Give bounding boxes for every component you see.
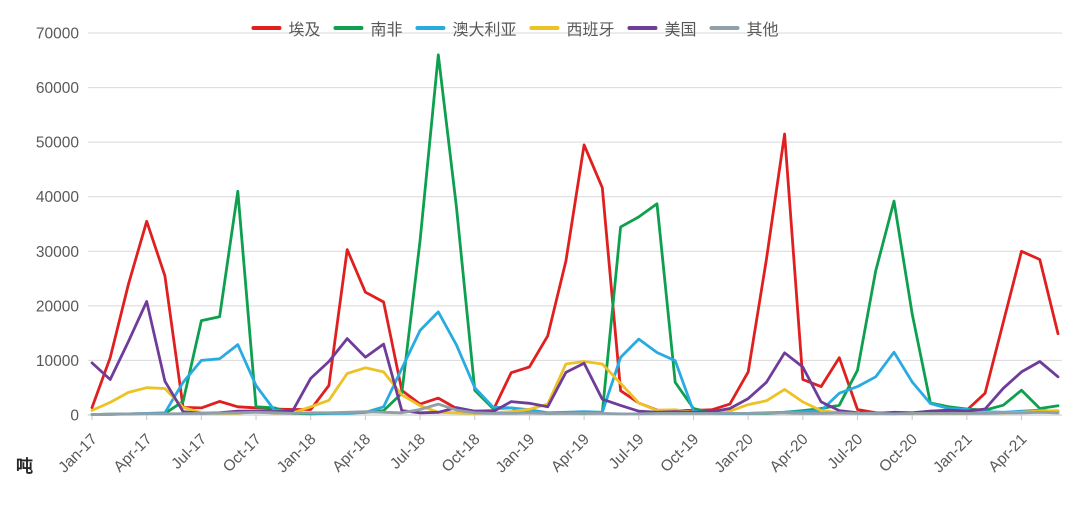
x-axis-tick-label: Jul-17 [168, 431, 210, 473]
legend-label-south-africa: 南非 [370, 22, 403, 39]
legend-line-swatch-south-africa [333, 26, 364, 30]
x-axis-tick-label: Apr-17 [111, 431, 156, 476]
y-axis-tick-label: 20000 [36, 298, 79, 315]
legend-item-spain[interactable]: 西班牙 [529, 16, 615, 40]
x-axis-tick-label: Apr-21 [985, 431, 1030, 476]
x-axis-tick-label: Jul-18 [387, 431, 429, 473]
series-line-egypt [90, 132, 1060, 415]
legend-item-egypt[interactable]: 埃及 [251, 16, 320, 40]
x-axis-tick-label: Oct-17 [220, 431, 265, 476]
legend-label-australia: 澳大利亚 [452, 22, 517, 39]
x-axis-tick-label: Oct-19 [657, 431, 702, 476]
legend-item-australia[interactable]: 澳大利亚 [415, 16, 517, 40]
x-axis-tick-label: Jan-21 [930, 431, 976, 477]
y-axis-tick-label: 30000 [36, 244, 79, 261]
legend-line-swatch-usa [627, 26, 658, 30]
y-axis-unit-label: 吨 [16, 457, 33, 476]
y-axis-tick-label: 10000 [36, 353, 79, 370]
legend-line-swatch-australia [415, 26, 446, 30]
x-axis-tick-label: Jul-19 [606, 431, 648, 473]
x-axis-tick-label: Jul-20 [824, 431, 866, 473]
x-axis-tick-label: Jan-18 [274, 431, 320, 477]
y-axis-tick-label: 70000 [36, 26, 79, 43]
x-axis-tick-label: Jan-17 [55, 431, 101, 477]
legend-label-usa: 美国 [664, 22, 697, 39]
chart-legend: 埃及 南非 澳大利亚 西班牙 美国 其他 [251, 16, 779, 40]
x-axis-tick-label: Apr-20 [767, 431, 812, 476]
legend-label-egypt: 埃及 [288, 22, 321, 39]
x-axis-tick-label: Jan-20 [711, 431, 757, 477]
legend-item-other[interactable]: 其他 [709, 16, 779, 40]
x-axis-tick-label: Oct-18 [439, 431, 484, 476]
legend-line-swatch-egypt [251, 26, 282, 30]
legend-line-swatch-other [709, 26, 740, 30]
legend-item-south-africa[interactable]: 南非 [333, 16, 402, 40]
legend-label-other: 其他 [746, 22, 779, 39]
series-line-other [90, 402, 1060, 416]
x-axis-tick-label: Jan-19 [493, 431, 539, 477]
x-axis-tick-label: Apr-19 [548, 431, 593, 476]
y-axis-tick-label: 60000 [36, 80, 79, 97]
y-axis-tick-label: 40000 [36, 189, 79, 206]
legend-label-spain: 西班牙 [566, 22, 615, 39]
legend-line-swatch-spain [529, 26, 560, 30]
x-axis-tick-label: Apr-18 [329, 431, 374, 476]
y-axis-tick-label: 50000 [36, 135, 79, 152]
y-axis-tick-label: 0 [70, 408, 79, 425]
x-axis-tick-label: Oct-20 [876, 431, 921, 476]
legend-item-usa[interactable]: 美国 [627, 16, 697, 40]
